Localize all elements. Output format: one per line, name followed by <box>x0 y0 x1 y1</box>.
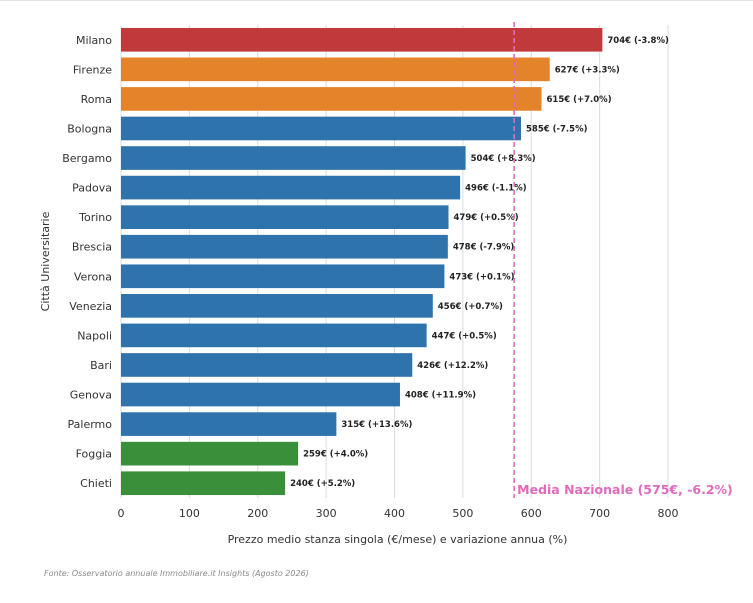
data-label: 408€ (+11.9%) <box>405 391 476 401</box>
bar <box>121 87 542 111</box>
category-label: Firenze <box>73 63 112 76</box>
bar <box>121 264 445 289</box>
bar <box>121 382 400 407</box>
category-label: Genova <box>70 389 112 402</box>
x-tick-label: 200 <box>247 507 268 520</box>
x-tick-label: 300 <box>316 507 337 520</box>
x-axis-title: Prezzo medio stanza singola (€/mese) e v… <box>228 533 568 546</box>
data-label: 240€ (+5.2%) <box>290 479 355 489</box>
category-label: Torino <box>78 211 112 224</box>
category-label: Brescia <box>72 241 112 254</box>
bar <box>121 471 286 496</box>
bar <box>121 175 461 200</box>
x-tick-label: 500 <box>452 507 473 520</box>
data-label: 259€ (+4.0%) <box>303 450 368 460</box>
bar <box>121 323 427 348</box>
bar <box>121 146 466 170</box>
source-note: Fonte: Osservatorio annuale Immobiliare.… <box>44 569 309 578</box>
data-label: 627€ (+3.3%) <box>555 65 620 75</box>
data-label: 496€ (-1.1%) <box>465 184 527 194</box>
data-label: 615€ (+7.0%) <box>547 95 612 105</box>
category-label: Venezia <box>69 300 112 313</box>
category-label: Foggia <box>76 448 112 461</box>
bar <box>121 412 337 436</box>
y-axis-title: Città Universitarie <box>39 211 52 311</box>
x-tick-label: 400 <box>384 507 405 520</box>
data-label: 447€ (+0.5%) <box>432 331 497 341</box>
bar <box>121 441 299 466</box>
category-label: Milano <box>76 34 112 47</box>
category-label: Bari <box>90 359 112 372</box>
category-label: Chieti <box>80 477 112 490</box>
bar <box>121 205 449 229</box>
x-tick-label: 600 <box>521 507 542 520</box>
data-label: 426€ (+12.2%) <box>417 361 488 371</box>
bar <box>121 116 521 141</box>
bar <box>121 294 433 318</box>
data-label: 473€ (+0.1%) <box>449 272 514 282</box>
category-label: Padova <box>72 182 112 195</box>
bar <box>121 234 448 259</box>
data-label: 315€ (+13.6%) <box>341 420 412 430</box>
x-tick-label: 700 <box>589 507 610 520</box>
data-label: 478€ (-7.9%) <box>453 243 515 253</box>
bar <box>121 27 603 52</box>
category-label: Roma <box>81 93 112 106</box>
category-label: Napoli <box>77 329 112 342</box>
top-divider <box>0 0 753 1</box>
category-label: Palermo <box>68 418 113 431</box>
bar <box>121 353 413 377</box>
category-label: Verona <box>74 270 112 283</box>
data-label: 504€ (+8.3%) <box>471 154 536 164</box>
x-tick-label: 0 <box>118 507 125 520</box>
data-label: 479€ (+0.5%) <box>454 213 519 223</box>
data-label: 704€ (-3.8%) <box>607 36 669 46</box>
x-tick-label: 100 <box>179 507 200 520</box>
data-label: 456€ (+0.7%) <box>438 302 503 312</box>
reference-line-label: Media Nazionale (575€, -6.2%) <box>517 482 733 497</box>
x-tick-label: 800 <box>658 507 679 520</box>
category-label: Bergamo <box>62 152 112 165</box>
category-label: Bologna <box>67 122 112 135</box>
data-label: 585€ (-7.5%) <box>526 124 588 134</box>
bar <box>121 57 550 82</box>
